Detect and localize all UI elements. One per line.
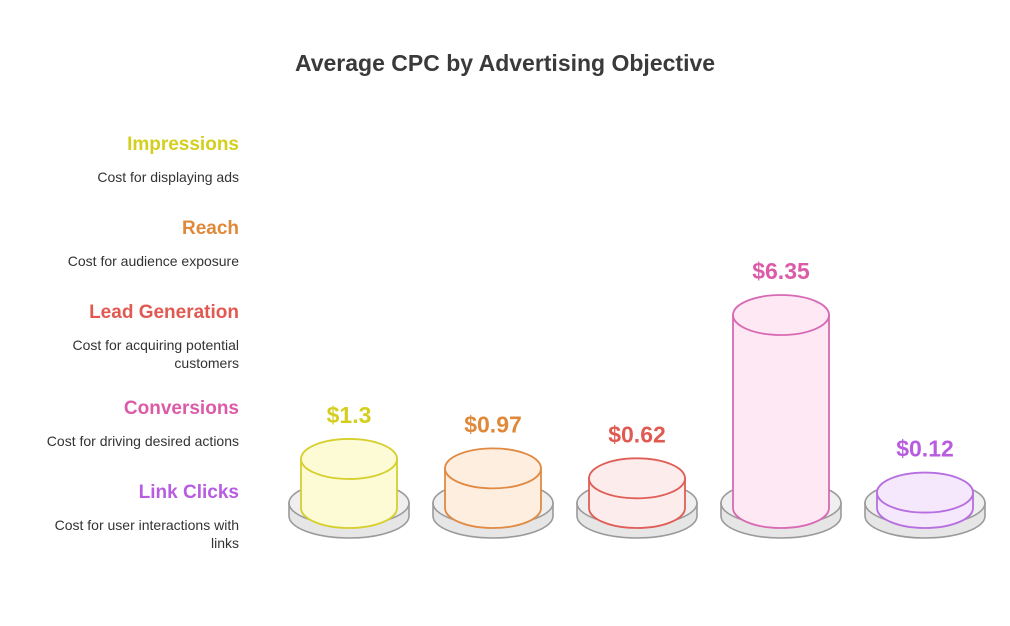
legend-desc-lead-generation: Cost for acquiring potential customers (72, 337, 239, 371)
legend-label-impressions: Impressions (127, 134, 239, 155)
bar-top-impressions (300, 438, 398, 480)
legend-desc-conversions: Cost for driving desired actions (46, 433, 239, 449)
legend-desc-impressions: Cost for displaying ads (97, 169, 239, 185)
value-label-reach: $0.97 (464, 411, 522, 437)
legend-label-conversions: Conversions (123, 398, 239, 419)
legend-item-link-clicks: Link Clicks Cost for user interactions w… (20, 481, 239, 552)
legend-label-link-clicks: Link Clicks (138, 482, 239, 503)
legend-item-conversions: Conversions Cost for driving desired act… (20, 397, 239, 450)
value-label-link-clicks: $0.12 (896, 436, 954, 462)
bar-top-reach (444, 447, 542, 490)
legend-item-lead-generation: Lead Generation Cost for acquiring poten… (20, 301, 239, 372)
legend-item-impressions: Impressions Cost for displaying ads (20, 133, 239, 186)
legend-desc-reach: Cost for audience exposure (67, 253, 239, 269)
legend-item-reach: Reach Cost for audience exposure (20, 217, 239, 270)
legend-desc-link-clicks: Cost for user interactions with links (54, 517, 239, 551)
value-label-conversions: $6.35 (752, 258, 810, 284)
value-label-impressions: $1.3 (327, 402, 372, 428)
legend-label-lead-generation: Lead Generation (89, 302, 239, 323)
bar-body-conversions (732, 314, 830, 529)
bar-top-conversions (732, 294, 830, 336)
legend-label-reach: Reach (181, 218, 239, 239)
value-label-lead-generation: $0.62 (608, 421, 666, 447)
bar-top-link-clicks (876, 471, 974, 514)
bar-top-lead-generation (588, 457, 686, 500)
chart-title: Average CPC by Advertising Objective (294, 50, 716, 76)
